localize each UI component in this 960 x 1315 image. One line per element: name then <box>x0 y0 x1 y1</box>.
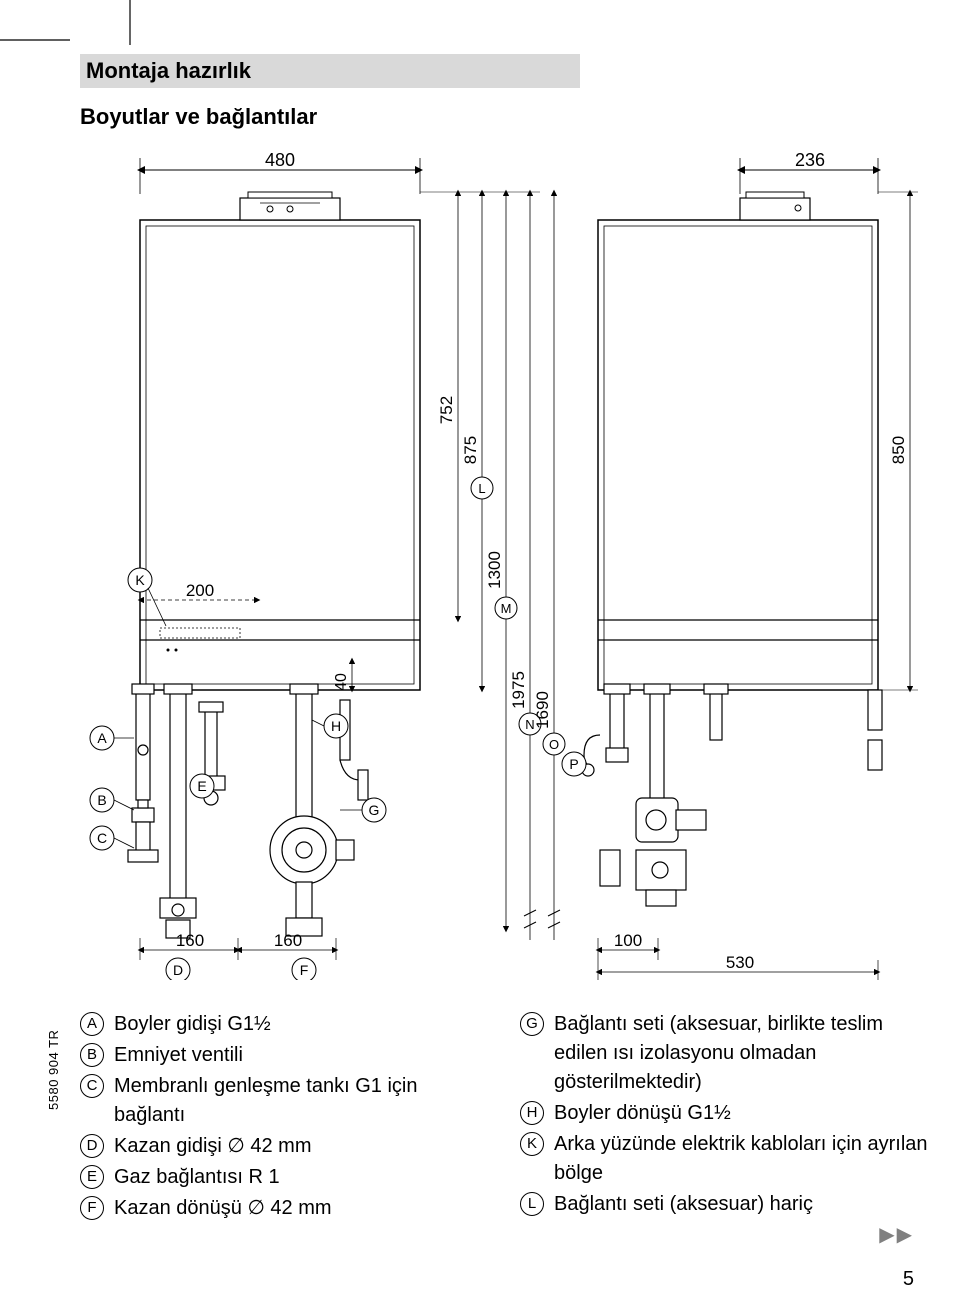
svg-text:40: 40 <box>333 673 350 691</box>
svg-text:1690: 1690 <box>533 691 552 729</box>
legend-text: Emniyet ventili <box>114 1041 490 1070</box>
legend-key: A <box>80 1012 104 1036</box>
svg-text:M: M <box>501 601 512 616</box>
svg-text:H: H <box>331 718 341 734</box>
legend-text: Boyler dönüşü G1½ <box>554 1099 930 1128</box>
section-title: Montaja hazırlık <box>80 54 580 88</box>
svg-text:480: 480 <box>265 150 295 170</box>
legend-left: A Boyler gidişi G1½ B Emniyet ventili C Mem… <box>80 1010 490 1225</box>
svg-text:A: A <box>97 730 107 746</box>
legend-text: Membranlı genleşme tankı G1 için bağlant… <box>114 1072 490 1130</box>
legend-key: F <box>80 1196 104 1220</box>
legend-key: G <box>520 1012 544 1036</box>
continue-arrows-icon: ▶▶ <box>879 1222 914 1247</box>
svg-text:850: 850 <box>889 436 908 464</box>
svg-text:236: 236 <box>795 150 825 170</box>
legend-right: G Bağlantı seti (aksesuar, birlikte tesli… <box>520 1010 930 1225</box>
legend-key: H <box>520 1101 544 1125</box>
svg-text:200: 200 <box>186 581 214 600</box>
svg-text:1300: 1300 <box>485 551 504 589</box>
svg-text:160: 160 <box>274 931 302 950</box>
svg-text:K: K <box>135 572 145 588</box>
legend-key: K <box>520 1132 544 1156</box>
legend-key: E <box>80 1165 104 1189</box>
svg-text:752: 752 <box>437 396 456 424</box>
subsection-title: Boyutlar ve bağlantılar <box>80 104 317 130</box>
crop-marks <box>0 0 170 60</box>
page-number: 5 <box>903 1268 914 1291</box>
svg-text:C: C <box>97 830 107 846</box>
legend-text: Bağlantı seti (aksesuar) hariç <box>554 1190 930 1219</box>
legend-text: Bağlantı seti (aksesuar, birlikte teslim… <box>554 1010 930 1097</box>
doc-code: 5580 904 TR <box>46 1030 61 1110</box>
svg-text:O: O <box>549 737 559 752</box>
svg-text:530: 530 <box>726 953 754 972</box>
legend-text: Arka yüzünde elektrik kabloları için ayr… <box>554 1130 930 1188</box>
svg-text:F: F <box>300 962 309 978</box>
legend-text: Kazan gidişi ∅ 42 mm <box>114 1132 490 1161</box>
svg-text:160: 160 <box>176 931 204 950</box>
svg-text:100: 100 <box>614 931 642 950</box>
svg-text:1975: 1975 <box>509 671 528 709</box>
svg-text:E: E <box>197 778 206 794</box>
legend-key: D <box>80 1134 104 1158</box>
svg-text:B: B <box>97 792 106 808</box>
legend-key: C <box>80 1074 104 1098</box>
legend-text: Kazan dönüşü ∅ 42 mm <box>114 1194 490 1223</box>
legend-text: Boyler gidişi G1½ <box>114 1010 490 1039</box>
legend: A Boyler gidişi G1½ B Emniyet ventili C Mem… <box>80 1010 930 1225</box>
svg-text:875: 875 <box>461 436 480 464</box>
legend-text: Gaz bağlantısı R 1 <box>114 1163 490 1192</box>
svg-text:P: P <box>569 756 578 772</box>
dimension-diagram: 480 200 40 160 160 752 875 L 1300 M 1975… <box>40 150 940 980</box>
svg-text:L: L <box>478 481 485 496</box>
svg-text:D: D <box>173 962 183 978</box>
legend-key: B <box>80 1043 104 1067</box>
svg-text:G: G <box>369 802 380 818</box>
legend-key: L <box>520 1192 544 1216</box>
